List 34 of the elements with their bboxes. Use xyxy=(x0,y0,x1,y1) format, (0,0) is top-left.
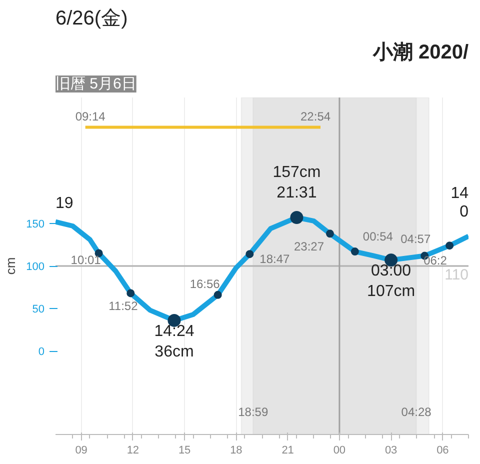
annotation: 23:27 xyxy=(294,240,324,254)
annotation: 00:54 xyxy=(362,230,394,244)
x-tick-label: 12 xyxy=(126,444,140,456)
annotation: 22:54 xyxy=(300,109,331,124)
annotation: 09:14 xyxy=(75,109,106,124)
annotation: 11:52 xyxy=(108,299,138,314)
annotation: 16:56 xyxy=(190,276,220,291)
annotation: 10:01 xyxy=(70,253,102,268)
y-tick-label: 150 xyxy=(26,218,45,230)
annotation: 04:28 xyxy=(401,405,432,420)
x-tick-label: 09 xyxy=(75,444,88,456)
chart-subtitle: 旧暦 5月6日 xyxy=(56,76,136,92)
annotation: 03:00 107cm xyxy=(367,262,416,300)
y-tick-label: 0 xyxy=(38,346,45,358)
annotation: 14 xyxy=(450,184,469,202)
annotation: 19 xyxy=(56,195,74,212)
y-tick-label: 50 xyxy=(32,304,45,316)
annotation: 0 xyxy=(460,204,469,221)
x-tick-label: 00 xyxy=(333,444,346,456)
annotation: 14:24 36cm xyxy=(154,323,194,360)
x-tick-label: 21 xyxy=(282,444,294,456)
x-tick-label: 15 xyxy=(178,444,191,456)
y-axis-title: cm xyxy=(3,257,18,275)
annotation: 06:2 xyxy=(424,254,448,268)
text: 小潮 2020/ xyxy=(372,42,469,64)
x-tick-label: 03 xyxy=(384,444,398,456)
annotation: 157cm 21:31 xyxy=(272,164,321,202)
annotation: 18:47 xyxy=(260,252,290,266)
x-tick-label: 06 xyxy=(436,444,449,456)
x-tick-label: 18 xyxy=(230,444,242,456)
annotation: 18:59 xyxy=(238,405,268,420)
chart-title: 6/26(金) xyxy=(56,8,128,30)
annotation: 04:57 xyxy=(400,232,431,246)
y-tick-label: 100 xyxy=(26,261,45,273)
